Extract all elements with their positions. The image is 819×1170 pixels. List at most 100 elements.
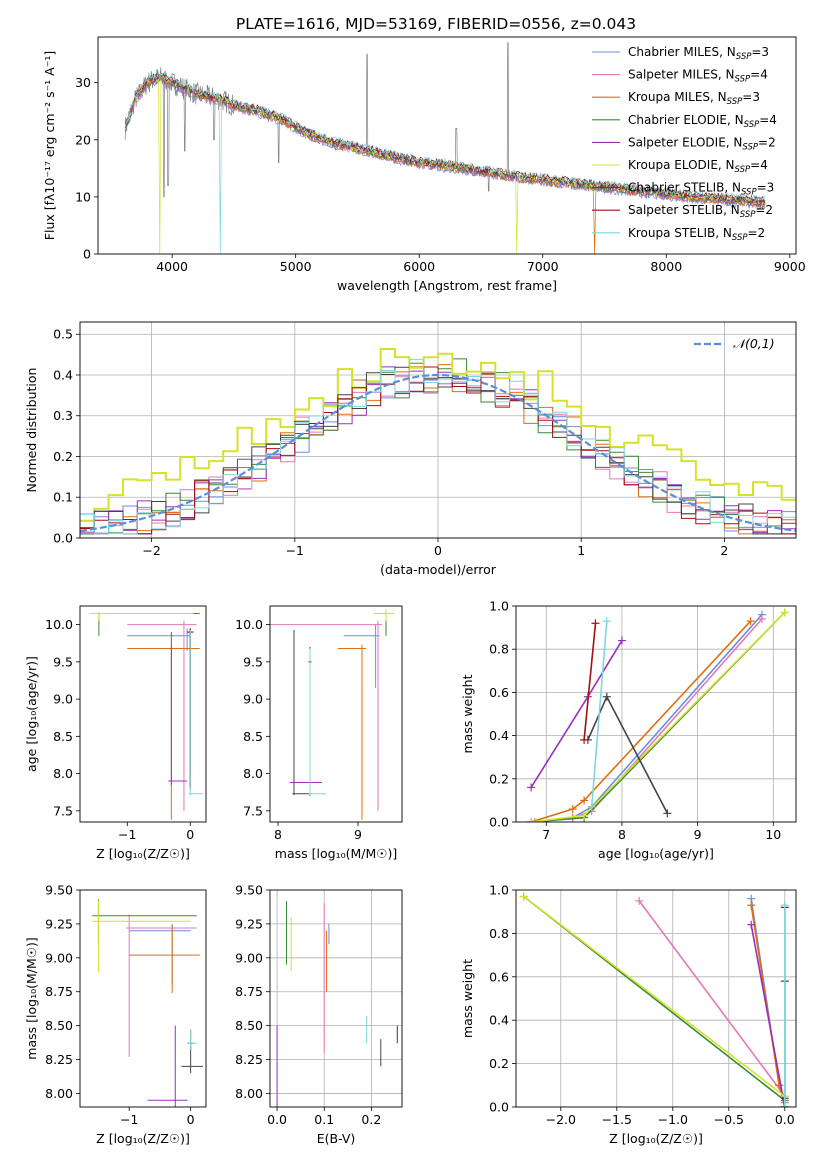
legend-entry: Chabrier STELIB, NSSP=3 [628, 181, 774, 198]
legend-text: =3 [757, 181, 775, 195]
y-tick-label: 9.5 [243, 654, 263, 669]
histogram-chabrier-stelib [80, 366, 796, 535]
series-line [523, 895, 786, 1097]
legend-text: Salpeter STELIB, N [628, 203, 740, 217]
y-tick-label: 0.2 [489, 771, 509, 786]
legend-text: =4 [750, 158, 768, 172]
errorbar-chabrier-stelib [292, 629, 310, 796]
plot-area [516, 606, 796, 822]
y-tick-label: 30 [75, 75, 91, 90]
legend-entry: 𝒩(0,1) [733, 336, 775, 351]
x-tick-label: −1.5 [602, 1112, 632, 1127]
y-tick-label: 0.4 [489, 728, 509, 743]
x-axis-label: E(B-V) [317, 1131, 356, 1146]
x-axis-label: Z [log₁₀(Z/Z☉)] [96, 1131, 190, 1146]
errorbar-kroupa-elodie [374, 609, 394, 621]
legend-subscript: SSP [727, 97, 743, 107]
axes-frame [79, 889, 207, 1108]
legend-subscript: SSP [740, 210, 756, 220]
axes-frame [269, 889, 403, 1108]
y-tick-label: 0.0 [489, 815, 509, 830]
x-tick-label: 9 [694, 827, 702, 842]
panel-age-vs-Z: −1 0 7.5 8.0 8.5 9.0 9.5 10.0 Z [log₁₀(Z/Z☉)] age… [24, 605, 207, 861]
y-tick-label: 0.0 [53, 531, 73, 546]
y-axis-label: Normed distribution [24, 368, 39, 493]
normal-curve [80, 373, 796, 532]
series-kroupa-miles [527, 617, 755, 822]
errorbar-chabrier-miles [127, 628, 191, 651]
legend-text: =2 [748, 226, 766, 240]
series-chabrier-miles [747, 894, 789, 1107]
legend-subscript: SSP [741, 188, 757, 198]
x-tick-label: −1.0 [658, 1112, 688, 1127]
errorbar-salpeter-miles [126, 914, 197, 1057]
series-kroupa-stelib [587, 617, 611, 811]
y-tick-label: 0.2 [489, 1056, 509, 1071]
y-tick-label: 9.50 [235, 883, 263, 898]
y-tick-label: 0.2 [53, 449, 73, 464]
errorbar-salpeter-elodie [147, 1025, 188, 1107]
series-salpeter-elodie [527, 636, 626, 792]
errorbar-kroupa-stelib [308, 648, 326, 796]
histogram-kroupa-elodie [80, 348, 796, 522]
x-axis-label: Z [log₁₀(Z/Z☉)] [96, 846, 190, 861]
y-tick-label: 10 [75, 189, 91, 204]
legend-text: Chabrier ELODIE, N [628, 113, 744, 127]
x-tick-label: 0.0 [775, 1112, 795, 1127]
plot-area [80, 322, 796, 538]
y-tick-label: 8.50 [45, 1018, 73, 1033]
errorbar-kroupa-stelib [188, 629, 203, 796]
y-tick-label: 9.5 [53, 654, 73, 669]
x-tick-label: 1 [577, 543, 585, 558]
legend-entry: Kroupa MILES, NSSP=3 [628, 90, 760, 107]
model-spectrum-kroupa-stelib [124, 71, 766, 254]
y-axis-label: mass weight [460, 959, 475, 1038]
plot-area [270, 609, 394, 820]
series-salpeter-miles [530, 614, 766, 822]
y-tick-label: 10.0 [45, 617, 73, 632]
y-tick-label: 0.1 [53, 490, 73, 505]
x-axis-label: wavelength [Angstrom, rest frame] [337, 278, 557, 293]
legend-text: =3 [751, 45, 769, 59]
y-tick-label: 0.4 [489, 1013, 509, 1028]
legend-subscript: SSP [735, 75, 751, 85]
panel-residuals: −2 −1 0 1 2 0.0 0.1 0.2 0.3 0.4 0.5 (data-model)/er… [24, 321, 797, 577]
axes-frame [269, 605, 403, 823]
y-tick-label: 1.0 [489, 883, 509, 898]
y-tick-label: 0.0 [489, 1100, 509, 1115]
errorbar-chabrier-stelib [181, 1045, 203, 1074]
y-tick-label: 0 [83, 247, 91, 262]
x-tick-label: 0.2 [361, 1112, 381, 1127]
x-tick-label: 6000 [403, 259, 435, 274]
series-line [531, 611, 786, 822]
legend-subscript: SSP [736, 52, 752, 62]
legend-entry: Chabrier MILES, NSSP=3 [628, 45, 769, 62]
axes-frame [515, 605, 797, 823]
series-salpeter-stelib [580, 619, 600, 744]
errorbar-kroupa-elodie [89, 611, 194, 621]
y-axis-label: age [log₁₀(age/yr)] [24, 656, 39, 772]
y-tick-label: 0.4 [53, 367, 73, 382]
y-tick-label: 8.5 [53, 729, 73, 744]
plot-area [89, 611, 203, 820]
x-tick-label: −0.5 [714, 1112, 744, 1127]
legend-subscript: SSP [735, 165, 751, 175]
x-tick-label: 2 [720, 543, 728, 558]
y-tick-label: 8.25 [235, 1052, 263, 1067]
y-tick-label: 0.6 [489, 969, 509, 984]
series-kroupa-stelib [780, 901, 789, 1107]
y-tick-label: 8.50 [235, 1018, 263, 1033]
errorbar-kroupa-elodie [92, 900, 191, 973]
x-axis-label: mass [log₁₀(M/M☉)] [275, 846, 397, 861]
histogram-salpeter-stelib [80, 366, 796, 535]
legend-text: =4 [750, 68, 768, 82]
panel-mass-vs-Z: −1 0 8.00 8.25 8.50 8.75 9.00 9.25 9.50 Z [log₁₀(… [24, 883, 207, 1146]
series-line [530, 640, 623, 788]
errorbar-kroupa-miles [338, 644, 366, 820]
errorbar-chabrier-miles [343, 624, 380, 688]
panel-cumulative-Z: −2.0 −1.5 −1.0 −0.5 0.0 0.0 0.2 0.4 0.6 0.8 1.0 Z [… [460, 883, 797, 1146]
y-tick-label: 8.75 [235, 984, 263, 999]
y-tick-label: 7.5 [243, 803, 263, 818]
legend-text: =2 [755, 203, 773, 217]
